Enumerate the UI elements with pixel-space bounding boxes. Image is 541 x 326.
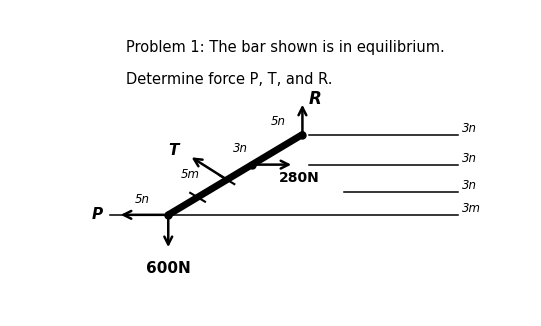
Text: Problem 1: The bar shown is in equilibrium.: Problem 1: The bar shown is in equilibri…: [127, 40, 445, 55]
Text: 3n: 3n: [462, 152, 477, 165]
Text: Determine force P, T, and R.: Determine force P, T, and R.: [127, 72, 333, 87]
Text: 280N: 280N: [279, 171, 320, 185]
Text: R: R: [309, 90, 321, 108]
Text: 3n: 3n: [233, 141, 248, 155]
Text: 5m: 5m: [181, 168, 200, 181]
Text: P: P: [92, 207, 103, 222]
Text: 600N: 600N: [146, 261, 190, 276]
Text: T: T: [168, 143, 179, 158]
Text: 3n: 3n: [462, 122, 477, 135]
Text: 5n: 5n: [134, 193, 149, 206]
Text: 3m: 3m: [462, 202, 481, 215]
Text: 3n: 3n: [462, 180, 477, 192]
Text: 5n: 5n: [271, 115, 286, 128]
